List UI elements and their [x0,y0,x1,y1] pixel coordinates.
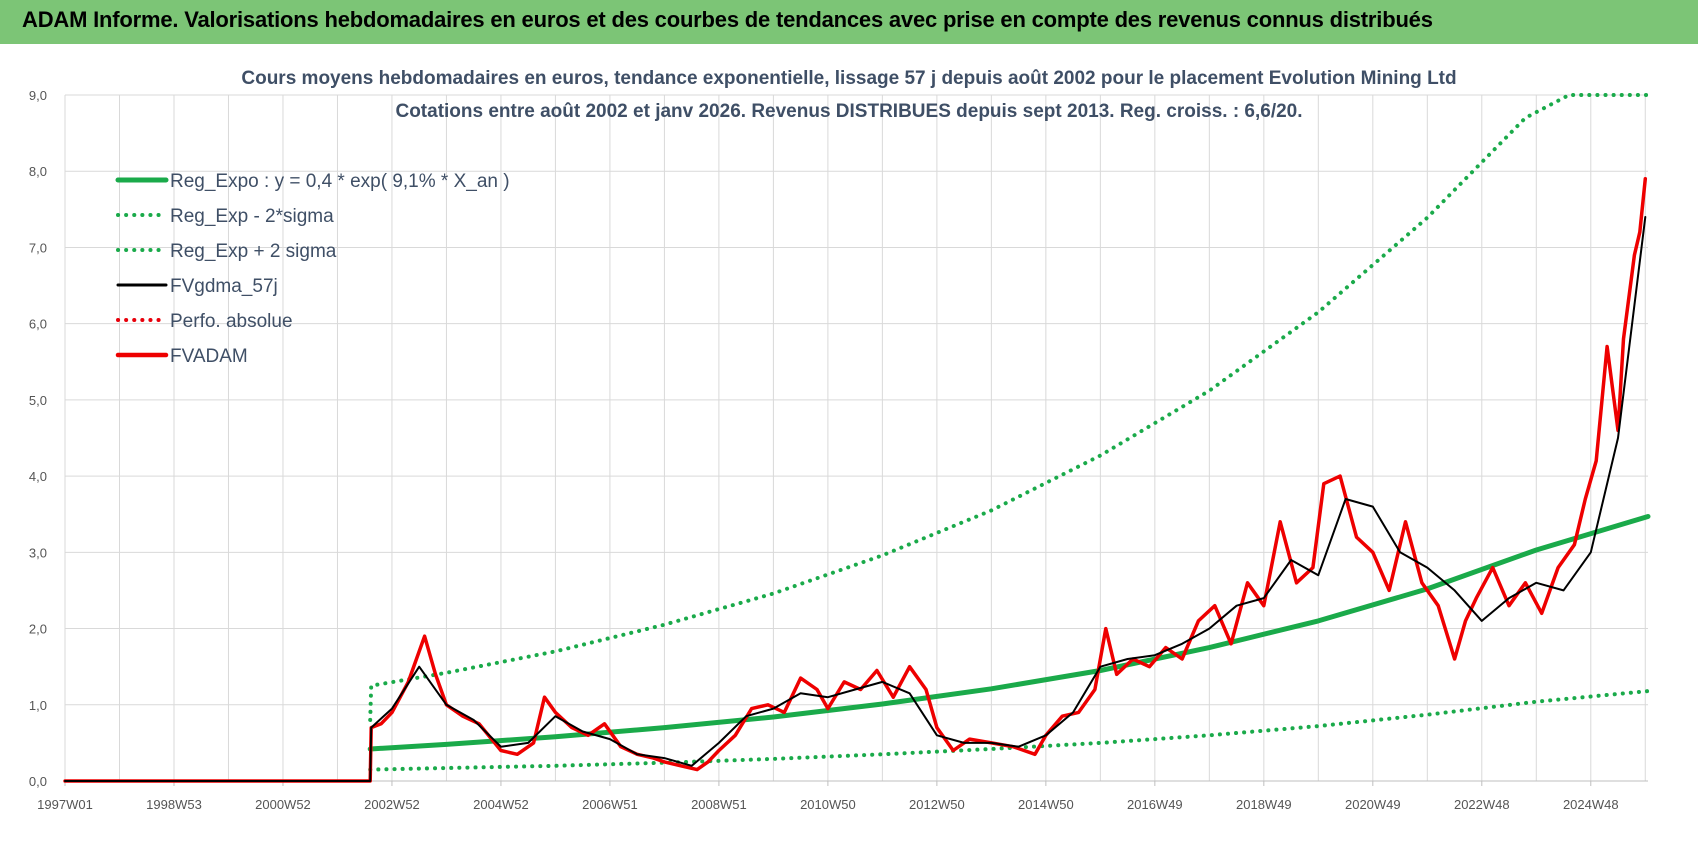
x-tick-label: 2004W52 [473,797,529,812]
series-line-reg-exp-2-sigma [368,93,1650,722]
report-title: ADAM Informe. Valorisations hebdomadaire… [22,7,1433,32]
x-tick-label: 2018W49 [1236,797,1292,812]
y-tick-label: 0,0 [29,774,47,789]
legend-label: Reg_Exp - 2*sigma [170,206,334,227]
x-tick-label: 2010W50 [800,797,856,812]
y-tick-label: 5,0 [29,393,47,408]
x-tick-label: 2024W48 [1563,797,1619,812]
x-tick-label: 2014W50 [1018,797,1074,812]
axes: 0,0 1,0 2,0 3,0 4,0 5,0 6,0 7,0 8,0 9,0 1997W01 199… [29,88,1648,812]
x-tick-label: 2006W51 [582,797,638,812]
x-tick-label: 2012W50 [909,797,965,812]
y-tick-label: 2,0 [29,622,47,637]
series-layer [63,93,1651,783]
x-tick-label: 2002W52 [364,797,420,812]
line-chart: 0,0 1,0 2,0 3,0 4,0 5,0 6,0 7,0 8,0 9,0 1997W01 199… [29,68,1651,812]
y-tick-label: 3,0 [29,545,47,560]
legend: Reg_Expo : y = 0,4 * exp( 9,1% * X_an ) R… [115,171,510,367]
x-tick-label: 2008W51 [691,797,747,812]
title-banner: ADAM Informe. Valorisations hebdomadaire… [0,0,1698,44]
chart-area: 0,0 1,0 2,0 3,0 4,0 5,0 6,0 7,0 8,0 9,0 1997W01 199… [0,44,1698,848]
chart-subtitle: Cotations entre août 2002 et janv 2026. … [395,101,1302,122]
y-tick-label: 6,0 [29,317,47,332]
legend-label: Perfo. absolue [170,311,293,332]
series-line-reg-expo-y-0-4-exp-9-1-x-an [367,514,1651,752]
chart-title: Cours moyens hebdomadaires en euros, ten… [241,68,1456,89]
x-tick-label: 2016W49 [1127,797,1183,812]
legend-label: FVADAM [170,346,248,367]
x-tick-label: 1998W53 [146,797,202,812]
x-tick-label: 1997W01 [37,797,93,812]
x-tick-label: 2000W52 [255,797,311,812]
legend-label: Reg_Expo : y = 0,4 * exp( 9,1% * X_an ) [170,171,510,192]
legend-label: FVgdma_57j [170,276,278,297]
series-line-reg-exp-2-sigma [368,689,1650,772]
series-line-fvgdma-57j [64,216,1647,782]
x-tick-label: 2020W49 [1345,797,1401,812]
x-tick-label: 2022W48 [1454,797,1510,812]
y-tick-label: 8,0 [29,164,47,179]
grid-lines [64,94,1648,782]
y-tick-label: 4,0 [29,469,47,484]
legend-label: Reg_Exp + 2 sigma [170,241,337,262]
y-tick-label: 1,0 [29,698,47,713]
y-tick-label: 9,0 [29,88,47,103]
y-tick-label: 7,0 [29,240,47,255]
series-line-fvadam [63,177,1648,783]
